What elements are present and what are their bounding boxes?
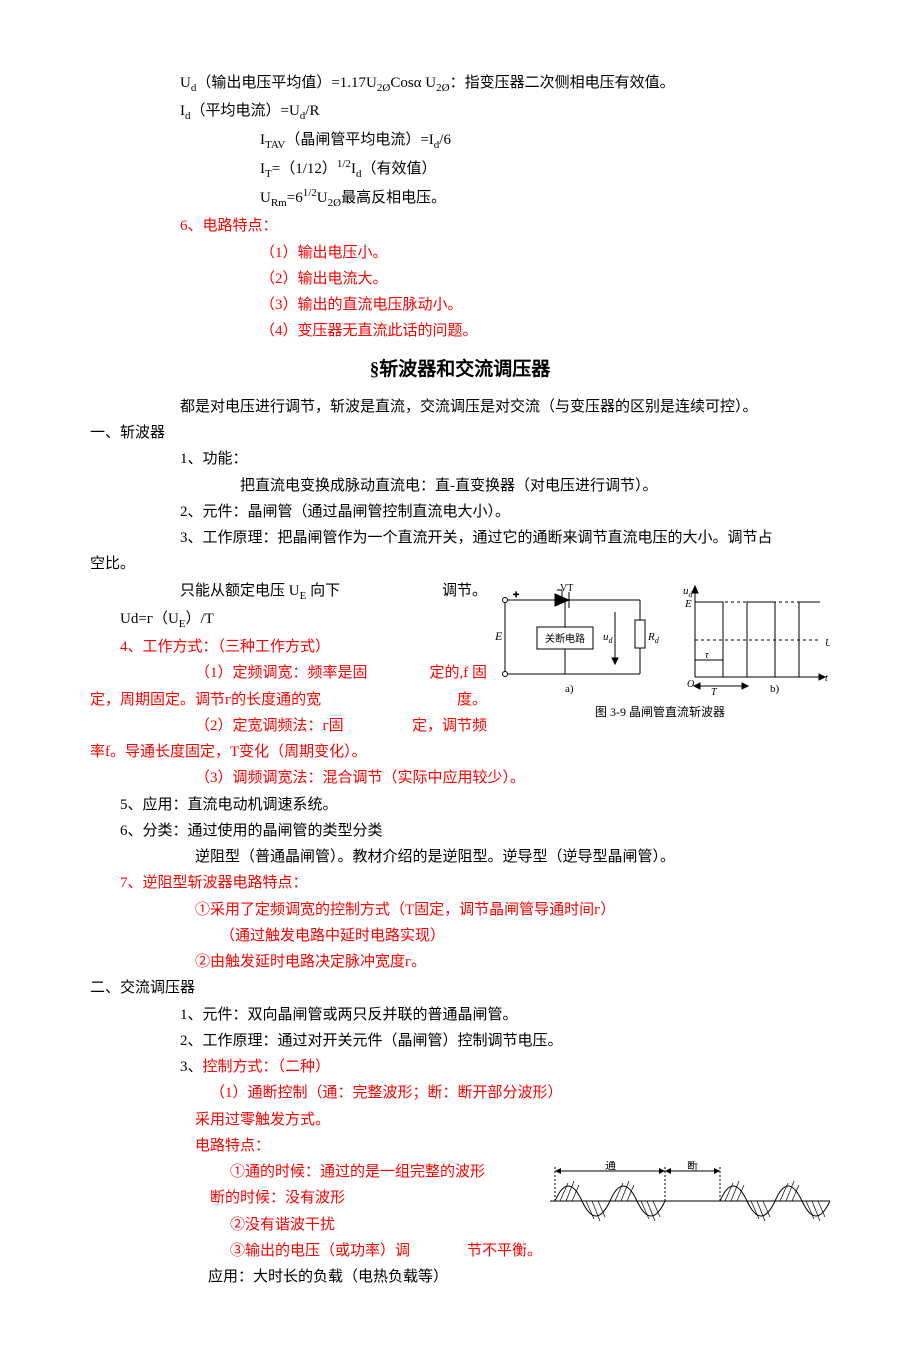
s2-ctrl-3: 电路特点： [90, 1133, 830, 1159]
svg-text:b): b) [770, 683, 780, 695]
s2-ctrl-1: （1）通断控制（通：完整波形；断：断开部分波形） [90, 1080, 830, 1106]
s1-p7-2: ②由触发延时电路决定脉冲宽度г。 [90, 949, 830, 975]
s1-component: 2、元件：晶闸管（通过晶闸管控制直流电大小）。 [90, 499, 830, 525]
svg-text:ud: ud [683, 585, 694, 599]
formula-ud: Ud（输出电压平均值）=1.17U2ØCosα U2Ø：指变压器二次侧相电压有效… [90, 70, 830, 98]
s1-p7-1: ①采用了定频调宽的控制方式（T固定，调节晶闸管导通时间г） [90, 897, 830, 923]
formula-urm: URm=61/2U2Ø最高反相电压。 [90, 184, 830, 213]
formula-id: Id（平均电流）=Ud/R [90, 98, 830, 126]
feature-1: （1）输出电压小。 [90, 240, 830, 266]
s2-ctrl-2: 采用过零触发方式。 [90, 1107, 830, 1133]
feature-4: （4）变压器无直流此话的问题。 [90, 318, 830, 344]
svg-text:E: E [495, 629, 503, 643]
s1-function-label: 1、功能： [90, 446, 830, 472]
svg-text:关断电路: 关断电路 [545, 632, 585, 645]
svg-text:VT: VT [560, 583, 573, 594]
svg-text:t: t [825, 673, 828, 684]
svg-text:通: 通 [605, 1161, 616, 1172]
s2-app: 应用：大时长的负载（电热负载等） [90, 1264, 830, 1290]
s1-function-text: 把直流电变换成脉动直流电：直-直变换器（对电压进行调节）。 [90, 473, 830, 499]
svg-text:ud: ud [603, 631, 614, 645]
svg-text:+: + [513, 589, 519, 601]
section-intro: 都是对电压进行调节，斩波是直流，交流调压是对交流（与变压器的区别是连续可控）。 [90, 394, 830, 420]
s1-app: 5、应用：直流电动机调速系统。 [90, 792, 830, 818]
svg-text:a): a) [565, 683, 574, 695]
svg-text:Rd: Rd [647, 631, 660, 645]
svg-text:T: T [711, 687, 718, 698]
s1-class-a: 逆阻型（普通晶闸管）。教材介绍的是逆阻型。逆导型（逆导型晶闸管）。 [90, 844, 830, 870]
svg-text:断: 断 [687, 1161, 698, 1172]
formula-itav: ITAV（晶闸管平均电流）=Id/6 [90, 127, 830, 155]
s1-class: 6、分类：通过使用的晶闸管的类型分类 [90, 818, 830, 844]
heading-chopper: 一、斩波器 [90, 420, 830, 446]
s1-p7-1a: （通过触发电路中延时电路实现） [90, 923, 830, 949]
section-title: §斩波器和交流调压器 [90, 345, 830, 394]
s1-principle-a: 3、工作原理：把晶闸管作为一个直流开关，通过它的通断来调节直流电压的大小。调节占 [90, 525, 830, 551]
svg-text:E: E [684, 598, 692, 610]
feature-2: （2）输出电流大。 [90, 266, 830, 292]
circuit-features-heading: 6、电路特点： [90, 213, 830, 239]
s2-ctrl-3-3: ③输出的电压（或功率）调节不平衡。 [90, 1238, 830, 1264]
s1-mode-2b: 率f。导通长度固定，T变化（周期变化）。 [90, 739, 830, 765]
svg-text:Ud: Ud [825, 638, 830, 651]
waveform-diagram: 通 断 [550, 1161, 830, 1240]
svg-text:图 3-9 晶闸管直流斩波器: 图 3-9 晶闸管直流斩波器 [595, 704, 725, 719]
s2-principle: 2、工作原理：通过对开关元件（晶闸管）控制调节电压。 [90, 1028, 830, 1054]
diagram-chopper: + VT E 关断电路 ud Rd a) [495, 582, 830, 731]
svg-text:τ: τ [705, 650, 709, 661]
heading-ac-regulator: 二、交流调压器 [90, 975, 830, 1001]
svg-text:O: O [687, 679, 694, 690]
s1-mode-3: （3）调频调宽法：混合调节（实际中应用较少）。 [90, 765, 830, 791]
formula-it: IT=（1/12）1/2Id（有效值） [90, 155, 830, 184]
s2-control: 3、控制方式：（二种） [90, 1054, 830, 1080]
s1-p7: 7、逆阻型斩波器电路特点： [90, 870, 830, 896]
s1-principle-b: 空比。 [90, 551, 830, 577]
feature-3: （3）输出的直流电压脉动小。 [90, 292, 830, 318]
s2-component: 1、元件：双向晶闸管或两只反并联的普通晶闸管。 [90, 1002, 830, 1028]
